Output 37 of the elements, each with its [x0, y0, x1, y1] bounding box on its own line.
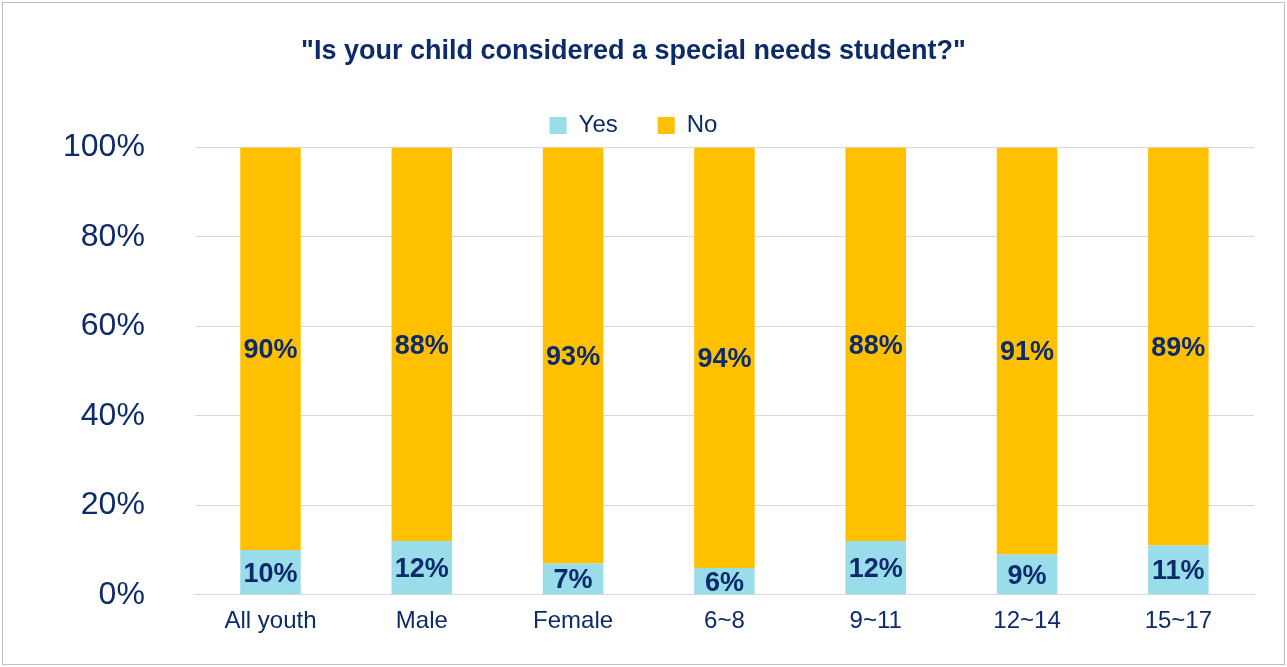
data-label: 89% [1151, 331, 1206, 362]
data-label: 12% [848, 553, 903, 584]
data-label: 10% [243, 557, 298, 588]
y-tick-label: 80% [80, 216, 145, 253]
legend-label: Yes [578, 110, 618, 138]
data-label: 11% [1152, 555, 1205, 586]
y-tick-label: 0% [98, 574, 145, 611]
x-tick-label: 9~11 [849, 605, 902, 633]
data-label: 88% [848, 329, 903, 360]
data-label: 91% [1000, 336, 1055, 367]
x-tick-label: 12~14 [993, 605, 1061, 633]
y-tick-label: 20% [80, 485, 145, 522]
data-label: 9% [1007, 559, 1047, 590]
x-tick-label: Female [533, 605, 614, 633]
legend-label: No [686, 110, 718, 138]
bar [1148, 147, 1209, 546]
bar [845, 147, 906, 542]
y-tick-label: 40% [80, 395, 145, 432]
data-label: 12% [394, 553, 449, 584]
x-tick-label: Male [395, 605, 448, 633]
bar [391, 147, 453, 542]
x-tick-label: 6~8 [704, 605, 745, 633]
y-tick-label: 60% [80, 306, 145, 343]
data-label: 88% [394, 329, 449, 360]
data-label: 93% [546, 340, 601, 371]
data-label: 90% [243, 334, 298, 365]
bar [542, 147, 604, 564]
x-tick-label: All youth [224, 605, 317, 633]
bar [996, 147, 1058, 555]
bar [240, 147, 301, 551]
data-label: 7% [553, 564, 593, 595]
x-tick-label: 15~17 [1144, 605, 1213, 633]
bar [694, 147, 755, 568]
data-label: 94% [697, 343, 752, 374]
y-tick-label: 100% [63, 127, 145, 164]
chart-title: "Is your child considered a special needs student?" [301, 34, 966, 65]
data-label: 6% [704, 566, 744, 597]
